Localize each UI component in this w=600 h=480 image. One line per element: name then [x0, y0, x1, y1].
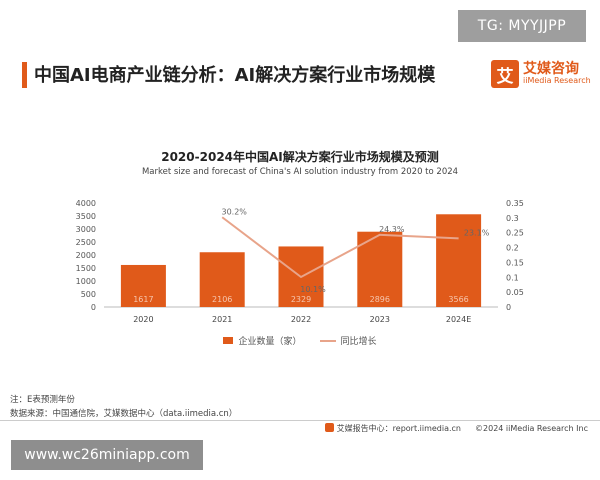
y-right-tick-6: 0.3	[506, 214, 519, 223]
y-right-tick-5: 0.25	[506, 229, 524, 238]
bar-label-2020: 1617	[133, 295, 153, 304]
x-tick-2022: 2022	[291, 315, 311, 324]
growth-label-2021: 30.2%	[221, 207, 247, 216]
page-title: 中国AI电商产业链分析：AI解决方案行业市场规模	[34, 65, 436, 86]
chart-title: 2020-2024年中国AI解决方案行业市场规模及预测	[161, 150, 439, 164]
growth-line	[221, 216, 459, 279]
y-left-tick-1: 500	[81, 290, 96, 299]
growth-label-2023: 24.3%	[379, 225, 405, 234]
footer-report-link[interactable]: 艾媒报告中心：report.iimedia.cn	[324, 423, 461, 434]
growth-label-2022: 10.1%	[300, 285, 326, 294]
legend-line-swatch	[319, 339, 336, 342]
logo-mark-icon: 艾	[491, 60, 519, 88]
bar-2020	[120, 264, 166, 307]
chart-subtitle: Market size and forecast of China's AI s…	[141, 167, 459, 177]
footer: 艾媒报告中心：report.iimedia.cn ©2024 iiMedia R…	[324, 423, 588, 434]
bar-2021	[199, 252, 245, 307]
logo-text: 艾媒咨询 iiMedia Research	[523, 62, 591, 85]
growth-label-2024E: 23.1%	[464, 228, 490, 237]
x-tick-2021: 2021	[212, 315, 232, 324]
y-right-tick-0: 0	[506, 303, 511, 312]
note-forecast: 注：E表预测年份	[10, 395, 75, 405]
y-left-tick-8: 4000	[76, 199, 96, 208]
legend-item-bar: 企业数量（家）	[223, 334, 302, 347]
y-right-tick-2: 0.1	[506, 273, 519, 282]
report-icon	[324, 423, 334, 432]
chart-legend: 企业数量（家） 同比增长	[0, 334, 600, 347]
note-source: 数据来源：中国通信院，艾媒数据中心（data.iimedia.cn）	[10, 409, 238, 419]
bar-2023	[357, 231, 403, 307]
y-left-tick-7: 3500	[76, 212, 96, 221]
footer-copyright: ©2024 iiMedia Research Inc	[475, 424, 588, 433]
y-left-tick-0: 0	[91, 303, 96, 312]
watermark-site: www.wc26miniapp.com	[11, 440, 203, 470]
x-tick-2020: 2020	[133, 315, 153, 324]
bar-label-2024E: 3566	[448, 295, 468, 304]
y-left-tick-6: 3000	[76, 225, 96, 234]
y-right-tick-3: 0.15	[506, 258, 524, 267]
legend-item-line: 同比增长	[319, 334, 377, 347]
legend-bar-label: 企业数量（家）	[238, 337, 302, 347]
footer-divider	[0, 420, 600, 421]
bar-label-2022: 2329	[291, 295, 311, 304]
y-left-tick-3: 1500	[76, 264, 96, 273]
y-right-tick-1: 0.05	[506, 288, 524, 297]
y-right-tick-7: 0.35	[506, 199, 524, 208]
bar-2024E	[436, 214, 482, 307]
logo-cn: 艾媒咨询	[523, 61, 579, 78]
y-right-tick-4: 0.2	[506, 244, 519, 253]
y-left-tick-2: 1000	[76, 277, 96, 286]
legend-line-label: 同比增长	[340, 337, 377, 347]
bar-label-2023: 2896	[370, 295, 390, 304]
y-left-tick-4: 2000	[76, 251, 96, 260]
y-left-tick-5: 2500	[76, 238, 96, 247]
x-tick-2023: 2023	[370, 315, 390, 324]
logo-en: iiMedia Research	[523, 76, 591, 86]
title-accent-bar	[22, 62, 27, 88]
bar-label-2021: 2106	[212, 295, 232, 304]
legend-bar-swatch	[223, 337, 234, 344]
watermark-tg: TG: MYYJJPP	[458, 10, 586, 42]
x-tick-2024E: 2024E	[446, 315, 471, 324]
iimedia-logo: 艾 艾媒咨询 iiMedia Research	[491, 60, 591, 88]
